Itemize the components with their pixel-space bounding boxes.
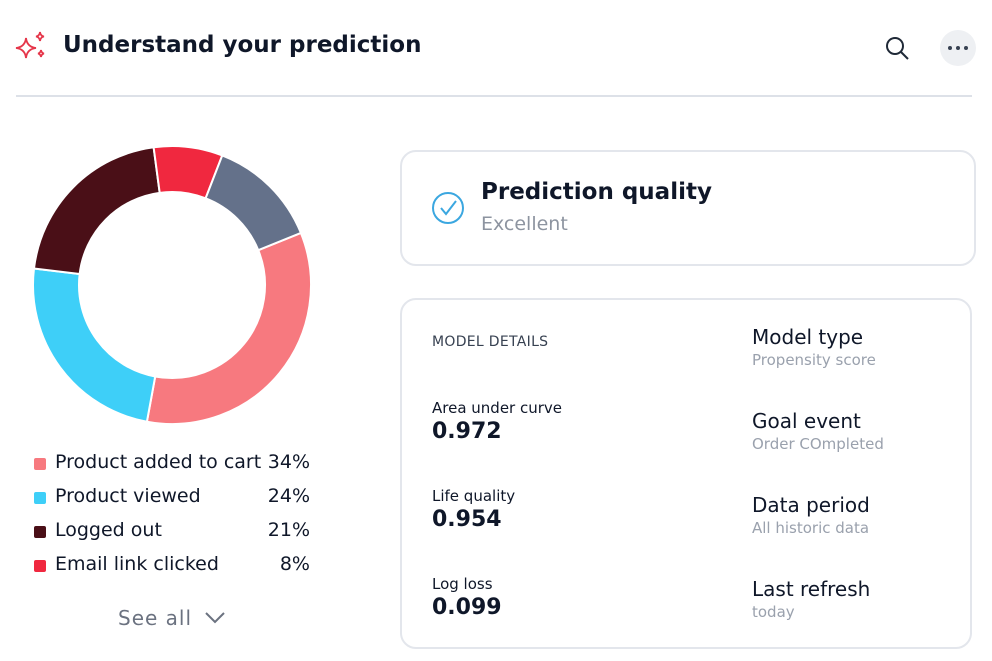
legend-label: Email link clicked xyxy=(55,553,219,575)
property-value: Order COmpleted xyxy=(752,435,884,453)
property-label: Model type xyxy=(752,325,864,349)
more-button[interactable] xyxy=(940,30,976,66)
legend-swatch xyxy=(34,458,46,470)
legend-swatch xyxy=(34,560,46,572)
quality-value: Excellent xyxy=(481,213,568,235)
property-value: today xyxy=(752,603,795,621)
property-label: Data period xyxy=(752,493,870,517)
donut-segment xyxy=(32,146,161,276)
search-icon[interactable] xyxy=(886,37,909,60)
donut-chart xyxy=(32,145,312,425)
donut-segment xyxy=(204,154,303,252)
legend-label: Product added to cart xyxy=(55,451,262,473)
legend-value: 8% xyxy=(279,553,310,575)
legend-label: Logged out xyxy=(55,519,162,541)
see-all-link[interactable]: See all xyxy=(118,606,193,630)
property-label: Goal event xyxy=(752,409,861,433)
legend-swatch xyxy=(34,492,46,504)
details-card xyxy=(400,298,972,649)
quality-card xyxy=(400,150,976,266)
donut-segment xyxy=(145,231,312,425)
chevron-icon[interactable] xyxy=(205,612,225,624)
metric-label: Area under curve xyxy=(432,399,563,417)
legend-label: Product viewed xyxy=(55,485,201,507)
metric-label: Log loss xyxy=(432,575,493,593)
metric-value: 0.099 xyxy=(432,595,502,620)
metric-value: 0.954 xyxy=(432,507,502,532)
property-value: All historic data xyxy=(752,519,870,537)
title: Understand your prediction xyxy=(63,32,422,58)
metric-label: Life quality xyxy=(432,487,516,505)
property-value: Propensity score xyxy=(752,351,876,369)
legend-value: 21% xyxy=(267,519,310,541)
quality-title: Prediction quality xyxy=(481,179,712,205)
legend-value: 24% xyxy=(267,485,310,507)
details-heading: MODEL DETAILS xyxy=(432,334,549,350)
sparkle-icon xyxy=(15,31,45,59)
property-label: Last refresh xyxy=(752,577,871,601)
check-icon xyxy=(432,192,464,224)
legend-swatch xyxy=(34,526,46,538)
legend-value: 34% xyxy=(267,451,310,473)
donut-segment xyxy=(32,267,157,423)
metric-value: 0.972 xyxy=(432,419,502,444)
